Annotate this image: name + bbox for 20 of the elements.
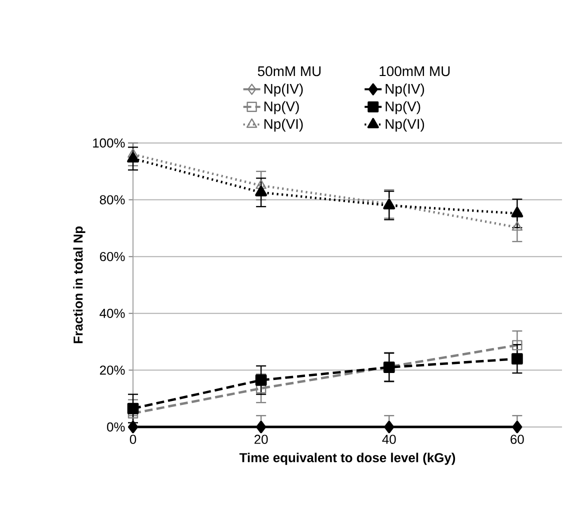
legend-label: Np(IV) <box>386 84 424 97</box>
y-tick-label: 60% <box>100 252 125 262</box>
x-tick-label: 60 <box>510 434 524 444</box>
x-tick-label: 0 <box>130 434 136 444</box>
text: 100mM MU <box>380 66 450 76</box>
y-tick-label: 40% <box>100 308 125 318</box>
x-axis-title: Time equivalent to dose level (kGy) <box>239 452 456 465</box>
legend-label: Np(V) <box>264 101 299 114</box>
y-axis-title: Fraction in total Np <box>73 226 86 344</box>
legend-label: Np(VI) <box>386 118 424 132</box>
y-tick-label: 20% <box>100 366 125 375</box>
text: 50mM MU <box>258 66 321 76</box>
legend-label: Np(V) <box>386 101 420 114</box>
y-tick-label: 80% <box>100 195 125 204</box>
y-tick-label: 0% <box>107 422 125 432</box>
y-tick-label: 100% <box>93 138 125 148</box>
x-tick-label: 40 <box>382 434 396 444</box>
legend-label: Np(VI) <box>264 118 303 132</box>
legend-label: Np(IV) <box>264 84 303 97</box>
x-tick-label: 20 <box>254 434 268 444</box>
